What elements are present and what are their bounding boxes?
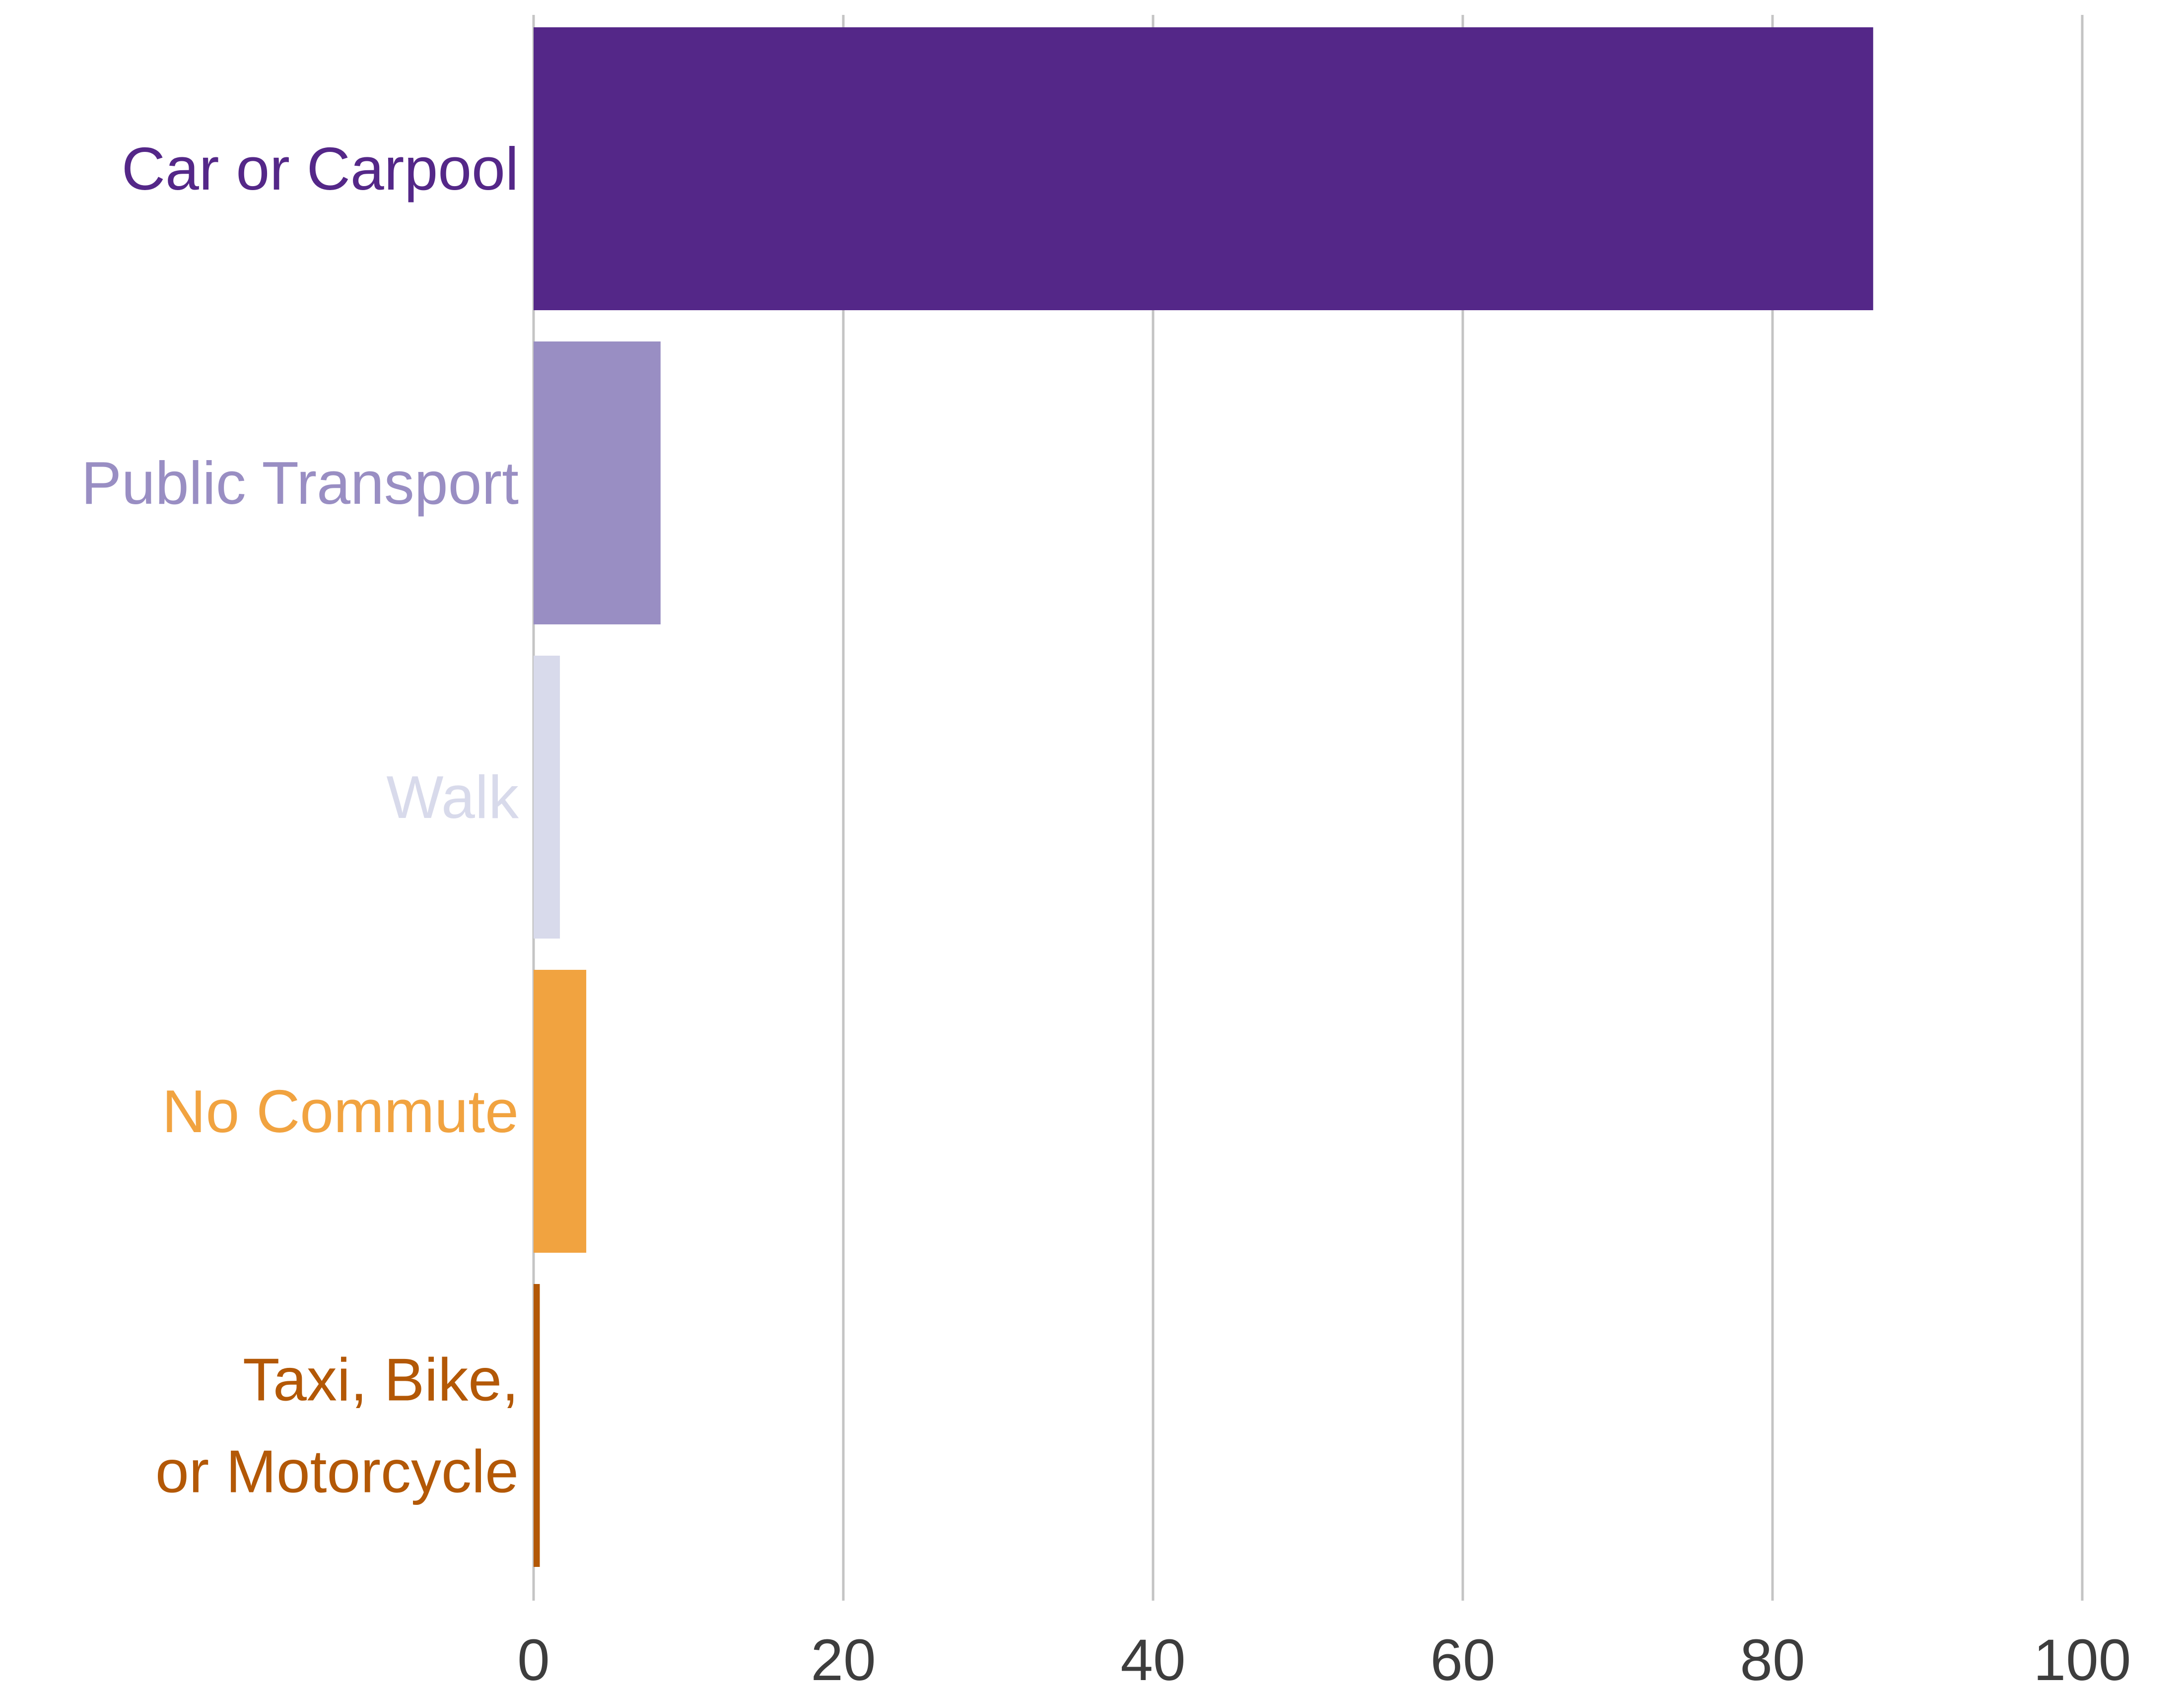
x-tick-label: 60 <box>1430 1627 1495 1688</box>
bar <box>534 341 661 624</box>
category-label: Car or Carpool <box>122 135 519 203</box>
category-label: or Motorcycle <box>155 1438 519 1505</box>
x-tick-label: 20 <box>811 1627 876 1688</box>
x-axis-tick-labels: 0 20 40 60 80 100 <box>517 1627 2131 1690</box>
bar <box>534 656 560 939</box>
bars <box>534 27 1873 1567</box>
x-tick-label: 40 <box>1120 1627 1185 1688</box>
bar <box>534 27 1873 310</box>
x-tick-label: 100 <box>2034 1627 2131 1688</box>
category-label: Public Transport <box>81 449 519 517</box>
x-tick-label: 0 <box>517 1627 550 1688</box>
bar <box>534 970 587 1253</box>
x-tick-label: 80 <box>1740 1627 1805 1688</box>
category-label: No Commute <box>162 1078 519 1145</box>
category-label: Walk <box>386 763 519 831</box>
category-labels: Car or Carpool Public Transport Walk No Com… <box>81 135 519 1505</box>
bar <box>534 1284 540 1567</box>
category-label: Taxi, Bike, <box>243 1346 519 1414</box>
